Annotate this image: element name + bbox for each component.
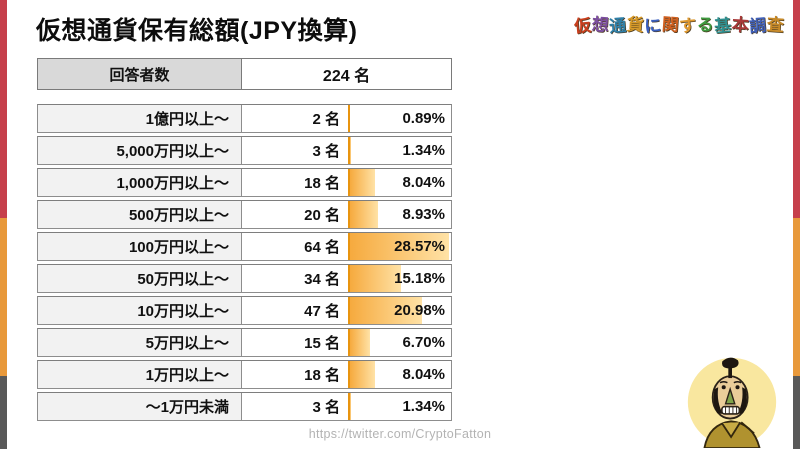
percent-cell: 28.57% — [348, 233, 451, 260]
table-row: 1万円以上〜 18 名 8.04% — [37, 360, 452, 389]
range-label: 5,000万円以上〜 — [38, 137, 242, 164]
percent-cell: 0.89% — [348, 105, 451, 132]
respondent-count: 34 名 — [242, 265, 348, 292]
percent-bar — [348, 297, 422, 324]
percent-bar — [348, 329, 371, 356]
respondents-label: 回答者数 — [38, 59, 242, 89]
range-label: 1億円以上〜 — [38, 105, 242, 132]
edge-accent-segment — [0, 218, 7, 377]
percent-bar — [348, 137, 351, 164]
percent-cell: 8.04% — [348, 169, 451, 196]
edge-accent-segment — [0, 376, 7, 449]
right-edge-accent — [793, 0, 800, 449]
table-body: 1億円以上〜 2 名 0.89% 5,000万円以上〜 3 名 1.34% 1,… — [37, 104, 452, 424]
percent-value: 15.18% — [394, 270, 445, 287]
survey-logo: 仮想通貨に関する基本調査 — [573, 11, 785, 37]
percent-cell: 1.34% — [348, 137, 451, 164]
respondent-count: 3 名 — [242, 137, 348, 164]
range-label: 10万円以上〜 — [38, 297, 242, 324]
percent-bar — [348, 105, 350, 132]
range-label: 〜1万円未満 — [38, 393, 242, 420]
percent-cell: 20.98% — [348, 297, 451, 324]
left-edge-accent — [0, 0, 7, 449]
percent-bar — [348, 393, 351, 420]
table-row: 5万円以上〜 15 名 6.70% — [37, 328, 452, 357]
percent-cell: 1.34% — [348, 393, 451, 420]
percent-bar — [348, 361, 375, 388]
table-row: 50万円以上〜 34 名 15.18% — [37, 264, 452, 293]
logo-char: る — [695, 14, 715, 36]
percent-bar — [348, 201, 379, 228]
page-title: 仮想通貨保有総額(JPY換算) — [36, 17, 358, 45]
logo-char: 調 — [748, 15, 768, 37]
percent-value: 0.89% — [402, 110, 445, 127]
respondent-count: 15 名 — [242, 329, 348, 356]
twitter-url[interactable]: https://twitter.com/CryptoFatton — [308, 427, 492, 441]
summary-table: 回答者数 224 名 — [37, 58, 452, 90]
logo-char: 貨 — [625, 14, 645, 36]
percent-value: 8.93% — [402, 206, 445, 223]
logo-char: す — [678, 15, 698, 37]
respondent-count: 47 名 — [242, 297, 348, 324]
range-label: 50万円以上〜 — [38, 265, 242, 292]
edge-accent-segment — [793, 218, 800, 377]
range-label: 500万円以上〜 — [38, 201, 242, 228]
logo-char: 本 — [730, 14, 750, 36]
percent-value: 28.57% — [394, 238, 445, 255]
table-row: 100万円以上〜 64 名 28.57% — [37, 232, 452, 261]
table-row: 1億円以上〜 2 名 0.89% — [37, 104, 452, 133]
percent-bar — [348, 169, 375, 196]
percent-cell: 6.70% — [348, 329, 451, 356]
mascot-illustration — [687, 357, 777, 448]
logo-char: 査 — [765, 14, 785, 36]
respondent-count: 18 名 — [242, 361, 348, 388]
range-label: 100万円以上〜 — [38, 233, 242, 260]
respondent-count: 64 名 — [242, 233, 348, 260]
percent-value: 1.34% — [402, 142, 445, 159]
percent-value: 8.04% — [402, 366, 445, 383]
table-row: 5,000万円以上〜 3 名 1.34% — [37, 136, 452, 165]
percent-bar — [348, 265, 401, 292]
logo-char: 仮 — [573, 15, 593, 37]
respondents-value: 224 名 — [242, 59, 451, 89]
range-label: 1,000万円以上〜 — [38, 169, 242, 196]
table-row: 500万円以上〜 20 名 8.93% — [37, 200, 452, 229]
table-row: 10万円以上〜 47 名 20.98% — [37, 296, 452, 325]
edge-accent-segment — [793, 376, 800, 449]
range-label: 5万円以上〜 — [38, 329, 242, 356]
mascot-avatar — [686, 356, 778, 448]
percent-value: 20.98% — [394, 302, 445, 319]
percent-bar — [348, 233, 449, 260]
logo-char: 通 — [608, 15, 628, 37]
percent-cell: 15.18% — [348, 265, 451, 292]
logo-char: 関 — [660, 14, 680, 36]
respondent-count: 3 名 — [242, 393, 348, 420]
percent-cell: 8.93% — [348, 201, 451, 228]
percent-cell: 8.04% — [348, 361, 451, 388]
logo-char: に — [643, 15, 663, 37]
table-row: 1,000万円以上〜 18 名 8.04% — [37, 168, 452, 197]
edge-accent-segment — [793, 0, 800, 219]
percent-value: 1.34% — [402, 398, 445, 415]
logo-char: 想 — [590, 14, 610, 36]
respondent-count: 20 名 — [242, 201, 348, 228]
respondent-count: 2 名 — [242, 105, 348, 132]
logo-char: 基 — [713, 15, 733, 37]
percent-value: 8.04% — [402, 174, 445, 191]
edge-accent-segment — [0, 0, 7, 219]
range-label: 1万円以上〜 — [38, 361, 242, 388]
table-row: 〜1万円未満 3 名 1.34% — [37, 392, 452, 421]
respondent-count: 18 名 — [242, 169, 348, 196]
percent-value: 6.70% — [402, 334, 445, 351]
